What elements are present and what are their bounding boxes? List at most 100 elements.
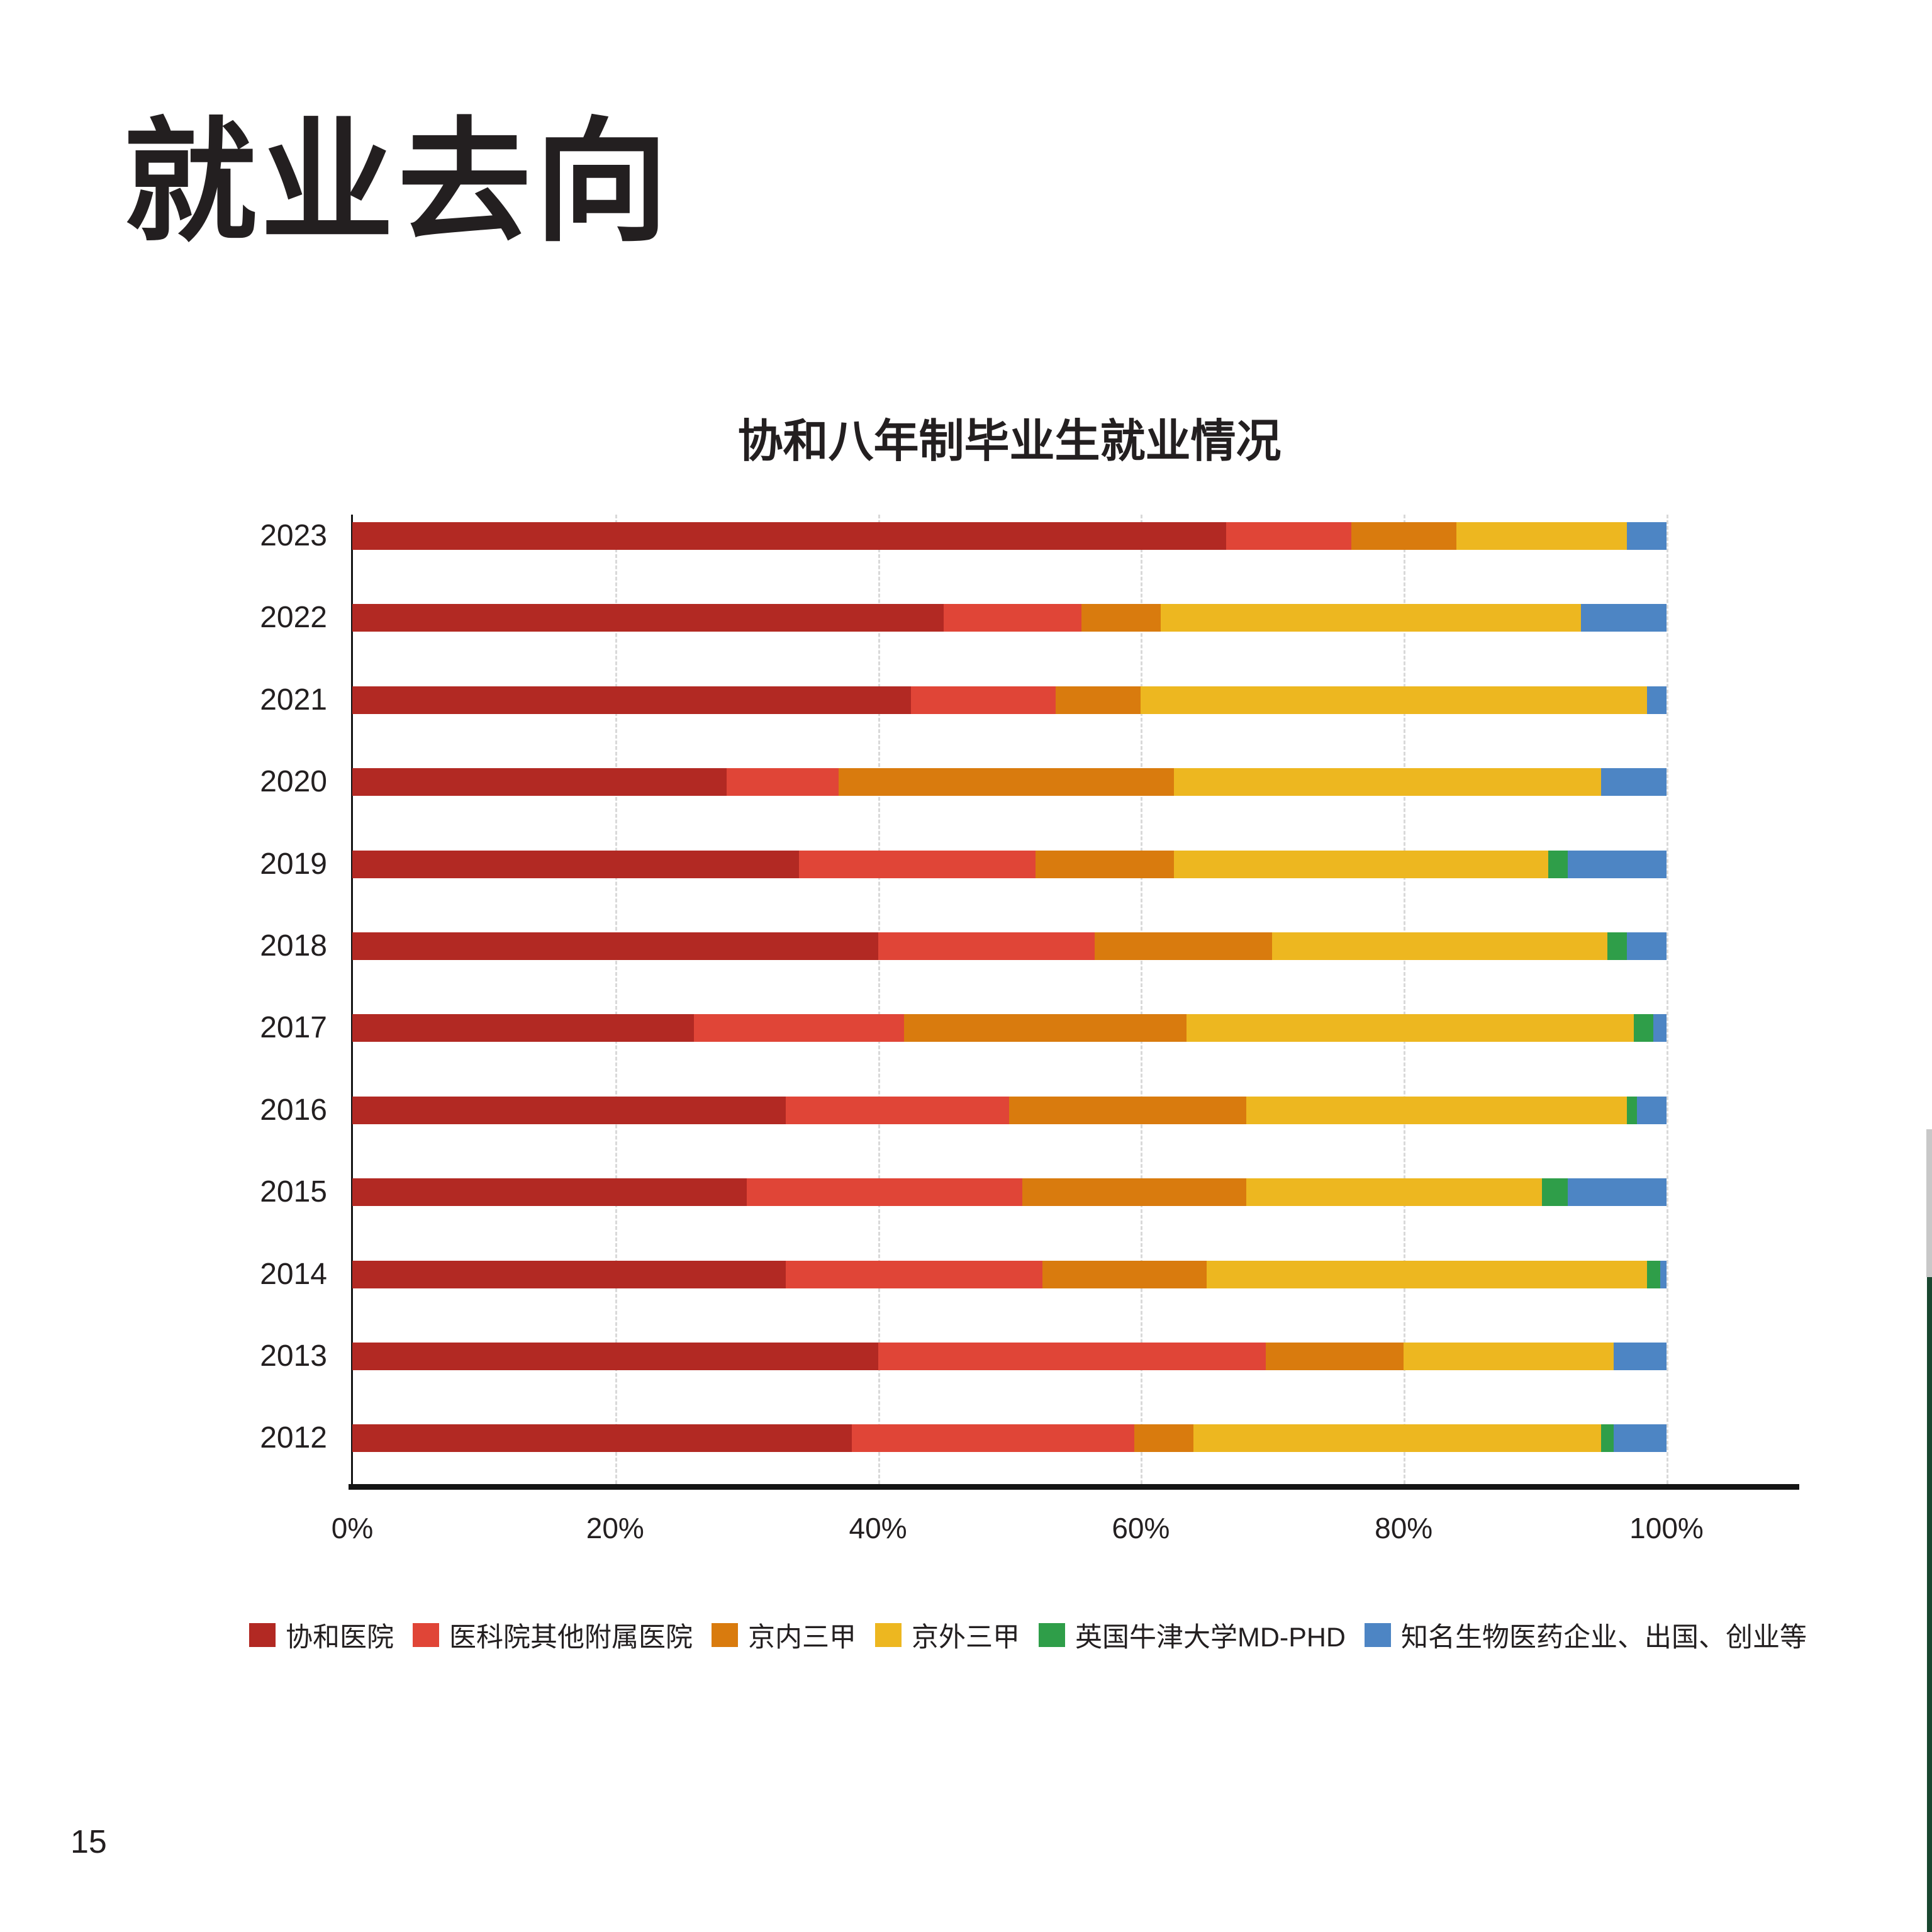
bar-segment bbox=[1246, 1178, 1542, 1207]
y-axis-label: 2019 bbox=[260, 847, 327, 881]
bar-row-2020 bbox=[352, 768, 1667, 796]
bar-row-2019 bbox=[352, 850, 1667, 878]
legend-item: 英国牛津大学MD-PHD bbox=[1039, 1616, 1346, 1655]
gridline bbox=[1141, 515, 1143, 1484]
bar-segment bbox=[1173, 850, 1548, 878]
bar-segment bbox=[878, 1343, 1266, 1370]
bar-segment bbox=[1272, 932, 1607, 960]
bar-segment bbox=[1055, 686, 1141, 714]
bar-row-2018 bbox=[352, 932, 1667, 960]
bar-row-2022 bbox=[352, 604, 1667, 632]
legend-label: 知名生物医药企业、出国、创业等 bbox=[1400, 1622, 1807, 1653]
legend-label: 协和医院 bbox=[286, 1622, 394, 1653]
bar-segment bbox=[1660, 1260, 1667, 1288]
y-axis-label: 2014 bbox=[260, 1257, 327, 1291]
legend-swatch bbox=[875, 1623, 902, 1647]
bar-segment bbox=[799, 850, 1036, 878]
legend-label: 英国牛津大学MD-PHD bbox=[1075, 1622, 1346, 1653]
bar-segment bbox=[1193, 1424, 1601, 1453]
legend-item: 知名生物医药企业、出国、创业等 bbox=[1364, 1616, 1807, 1655]
bar-segment bbox=[1568, 850, 1667, 878]
legend-swatch bbox=[249, 1623, 276, 1647]
page-edge-artifact bbox=[1926, 1129, 1932, 1277]
bar-row-2014 bbox=[352, 1260, 1667, 1288]
page-edge-artifact bbox=[1927, 1277, 1932, 1932]
bar-segment bbox=[352, 604, 944, 632]
bar-segment bbox=[1404, 1343, 1614, 1370]
bar-segment bbox=[1627, 522, 1667, 550]
bar-segment bbox=[1653, 1014, 1667, 1042]
bar-segment bbox=[786, 1096, 1010, 1124]
bar-segment bbox=[1206, 1260, 1647, 1288]
bar-row-2015 bbox=[352, 1178, 1667, 1207]
gridline bbox=[1404, 515, 1406, 1484]
y-axis-label: 2013 bbox=[260, 1339, 327, 1373]
y-axis-label: 2017 bbox=[260, 1011, 327, 1045]
legend-item: 京内三甲 bbox=[712, 1616, 856, 1655]
y-axis-label: 2016 bbox=[260, 1093, 327, 1127]
bar-segment bbox=[352, 1096, 786, 1124]
chart-title: 协和八年制毕业生就业情况 bbox=[737, 416, 1281, 467]
legend-swatch bbox=[413, 1623, 439, 1647]
x-axis-tick-label: 100% bbox=[1629, 1512, 1704, 1544]
bar-segment bbox=[1134, 1424, 1193, 1453]
gridline bbox=[615, 515, 617, 1484]
bar-segment bbox=[727, 768, 839, 796]
x-axis-tick-label: 20% bbox=[586, 1512, 644, 1544]
bar-segment bbox=[1022, 1178, 1246, 1207]
y-axis-label: 2015 bbox=[260, 1175, 327, 1209]
legend-label: 京内三甲 bbox=[748, 1622, 856, 1653]
bar-segment bbox=[1160, 604, 1582, 632]
bar-segment bbox=[1614, 1424, 1667, 1453]
y-axis-label: 2021 bbox=[260, 683, 327, 717]
bar-segment bbox=[1568, 1178, 1667, 1207]
bar-row-2012 bbox=[352, 1424, 1667, 1453]
legend-label: 京外三甲 bbox=[912, 1622, 1020, 1653]
bar-segment bbox=[1187, 1014, 1634, 1042]
bar-segment bbox=[1265, 1343, 1404, 1370]
bar-segment bbox=[352, 522, 1227, 550]
bar-segment bbox=[1541, 1178, 1568, 1207]
bar-segment bbox=[878, 932, 1095, 960]
bar-segment bbox=[1246, 1096, 1628, 1124]
plot-area: 0% 20% 40% 60% 80% 100% 2023 2022 2021 2020 2019 20… bbox=[260, 515, 1799, 1544]
bar-segment bbox=[1614, 1343, 1667, 1370]
bar-segment bbox=[1351, 522, 1456, 550]
bar-segment bbox=[1636, 1096, 1667, 1124]
bar-segment bbox=[910, 686, 1056, 714]
y-axis-label: 2012 bbox=[260, 1421, 327, 1455]
legend-swatch bbox=[1039, 1623, 1065, 1647]
bar-segment bbox=[352, 686, 911, 714]
bar-segment bbox=[1581, 604, 1667, 632]
gridline bbox=[878, 515, 880, 1484]
bar-segment bbox=[1036, 850, 1174, 878]
bar-segment bbox=[1646, 1260, 1660, 1288]
bar-segment bbox=[1633, 1014, 1654, 1042]
page-title: 就业去向 bbox=[123, 108, 672, 257]
y-axis-line bbox=[351, 515, 353, 1490]
bar-segment bbox=[904, 1014, 1187, 1042]
bar-segment bbox=[1607, 932, 1628, 960]
page-number: 15 bbox=[70, 1824, 107, 1860]
legend-item: 京外三甲 bbox=[875, 1616, 1020, 1655]
bar-segment bbox=[352, 850, 800, 878]
gridline bbox=[1667, 515, 1668, 1484]
bar-segment bbox=[352, 1424, 852, 1453]
bar-segment bbox=[1042, 1260, 1207, 1288]
bar-segment bbox=[1600, 1424, 1614, 1453]
bar-segment bbox=[1009, 1096, 1246, 1124]
bar-segment bbox=[786, 1260, 1042, 1288]
bar-segment bbox=[352, 1260, 786, 1288]
bar-segment bbox=[944, 604, 1082, 632]
x-axis-tick-label: 60% bbox=[1112, 1512, 1170, 1544]
bar-segment bbox=[1456, 522, 1628, 550]
bar-segment bbox=[352, 768, 727, 796]
legend-item: 协和医院 bbox=[249, 1616, 394, 1655]
bar-segment bbox=[694, 1014, 905, 1042]
legend-swatch bbox=[712, 1623, 738, 1647]
bar-row-2021 bbox=[352, 686, 1667, 714]
bar-segment bbox=[1627, 932, 1667, 960]
bar-segment bbox=[1646, 686, 1667, 714]
bar-segment bbox=[1095, 932, 1273, 960]
